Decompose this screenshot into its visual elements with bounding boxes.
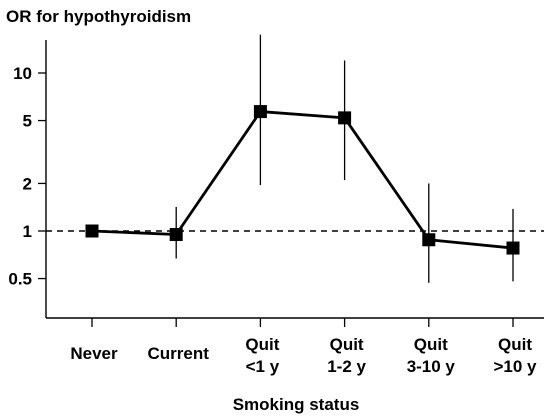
series-line <box>91 110 514 250</box>
x-tick-label: 3-10 y <box>407 357 456 376</box>
y-tick-label: 5 <box>23 112 32 131</box>
chart-title: OR for hypothyroidism <box>6 7 191 26</box>
x-tick-label: Never <box>70 344 118 363</box>
x-tick-label: Quit <box>498 335 532 354</box>
data-point <box>169 228 183 242</box>
data-point <box>506 241 520 255</box>
x-tick-label: <1 y <box>246 357 280 376</box>
y-tick-label: 2 <box>23 174 32 193</box>
x-tick-label: Quit <box>245 335 279 354</box>
data-point <box>85 224 99 238</box>
x-tick-label: Quit <box>330 335 364 354</box>
x-tick-label: >10 y <box>493 357 537 376</box>
error-bars <box>91 34 514 283</box>
series-line-layer <box>91 110 514 250</box>
y-tick-label: 0.5 <box>8 270 32 289</box>
x-tick-label: Current <box>147 344 209 363</box>
x-tick-label: 1-2 y <box>327 357 366 376</box>
data-point <box>338 111 352 125</box>
data-point <box>253 105 267 119</box>
x-tick-label: Quit <box>414 335 448 354</box>
x-ticks: Never Current Quit <1 y Quit 1-2 y Quit 3-10 y Q… <box>70 318 537 376</box>
y-ticks: 0.5 1 2 5 10 <box>8 64 46 289</box>
x-axis-label: Smoking status <box>233 395 360 414</box>
data-point <box>422 233 436 247</box>
y-tick-label: 10 <box>13 64 32 83</box>
markers <box>85 105 520 255</box>
y-tick-label: 1 <box>23 222 32 241</box>
